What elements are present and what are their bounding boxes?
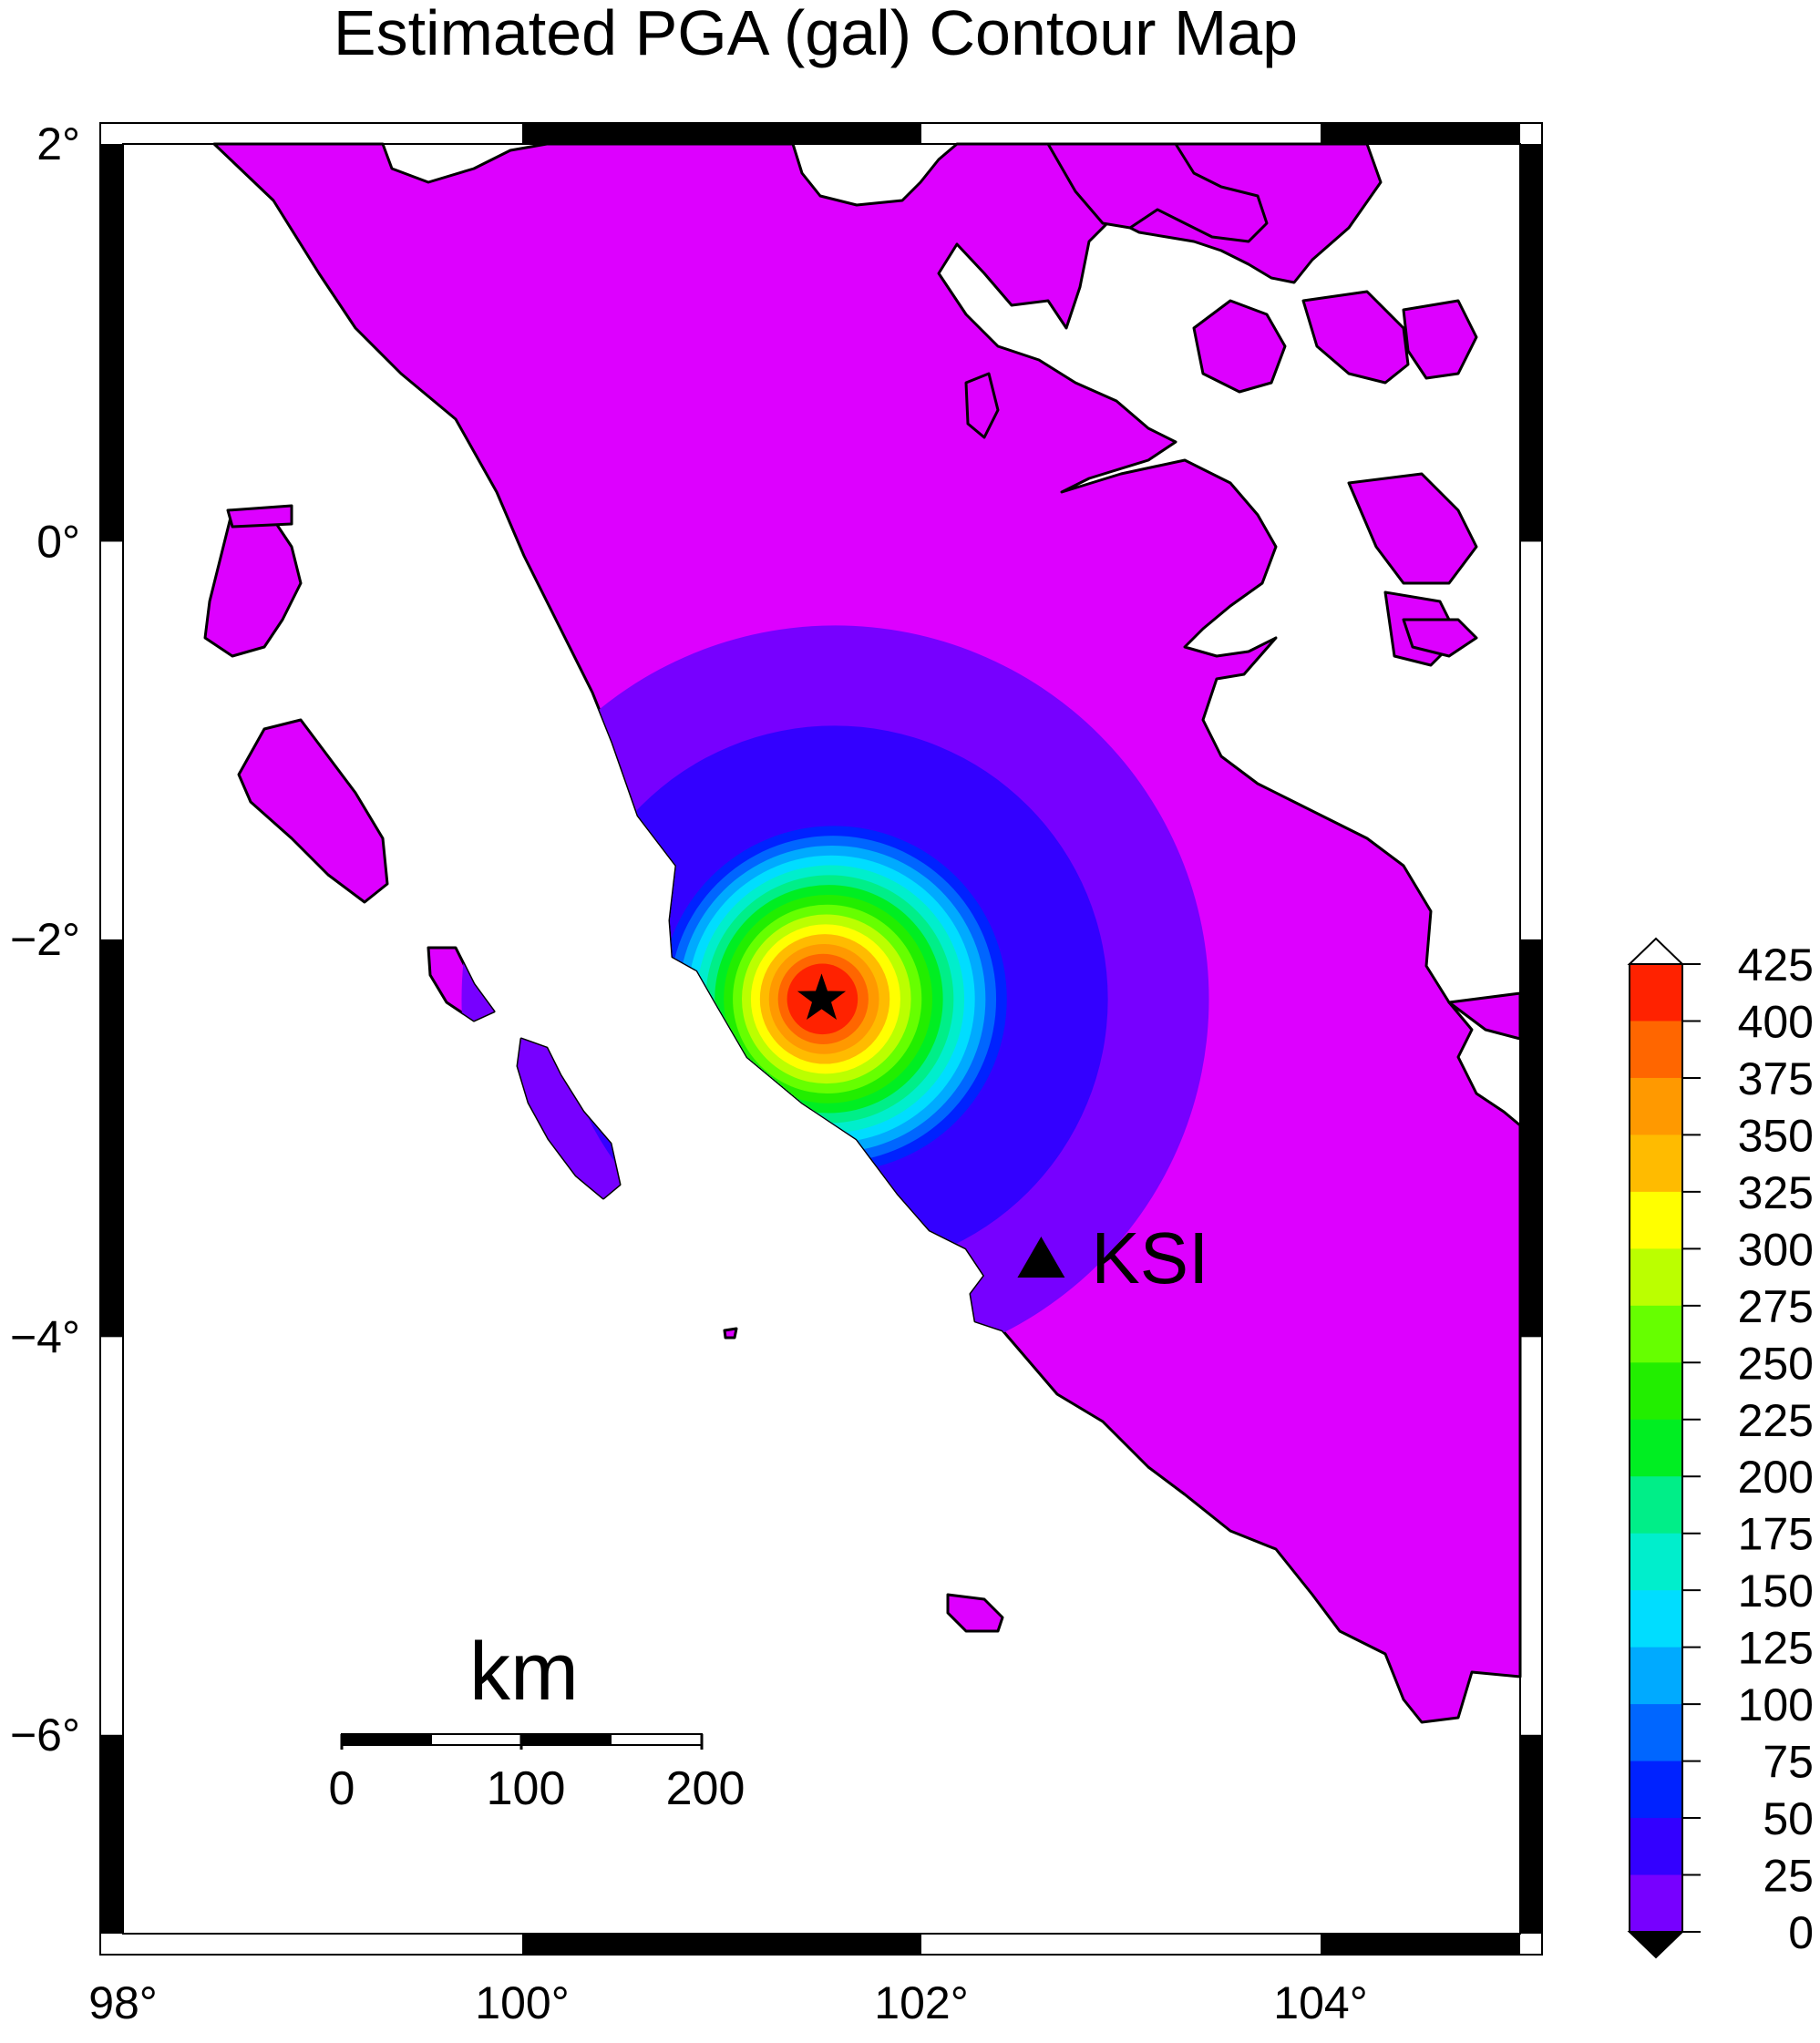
scale-bar-label-0: 0 <box>329 1762 355 1815</box>
nias-island <box>237 718 389 904</box>
colorbar-segment <box>1630 1191 1682 1249</box>
x-tick-label: 102° <box>874 1977 968 2028</box>
frame-segment-bottom <box>1321 1934 1520 1955</box>
colorbar-over-arrow-icon <box>1627 937 1685 965</box>
riau-island-1 <box>1192 299 1287 394</box>
colorbar-label: 200 <box>1738 1452 1814 1503</box>
lingga-island <box>1402 618 1478 658</box>
scale-bar-label-200: 200 <box>666 1762 745 1815</box>
riau-island-4 <box>1347 472 1478 585</box>
colorbar-label: 75 <box>1763 1737 1814 1788</box>
colorbar-label: 25 <box>1763 1851 1814 1902</box>
colorbar-label: 375 <box>1738 1053 1814 1104</box>
x-tick-label: 104° <box>1273 1977 1367 2028</box>
station-label: KSI <box>1091 1217 1208 1299</box>
frame-segment-right <box>1520 144 1542 542</box>
riau-island-2 <box>1301 290 1410 385</box>
colorbar-segment <box>1630 1305 1682 1363</box>
colorbar-label: 350 <box>1738 1110 1814 1161</box>
scale-bar-unit: km <box>469 1627 579 1718</box>
x-tick-label: 98° <box>88 1977 158 2028</box>
colorbar-label: 325 <box>1738 1167 1814 1218</box>
colorbar-segment <box>1630 1818 1682 1876</box>
colorbar-segment <box>1630 1533 1682 1591</box>
frame-segment-left <box>100 939 123 1338</box>
colorbar-label: 50 <box>1763 1793 1814 1844</box>
colorbar-label: 0 <box>1788 1907 1814 1958</box>
epicenter-star-icon <box>797 973 847 1020</box>
scale-bar: km 0 100 200 <box>329 1627 745 1815</box>
colorbar-label: 100 <box>1738 1679 1814 1730</box>
frame-segment-right <box>1520 939 1542 1338</box>
colorbar-label: 175 <box>1738 1509 1814 1560</box>
y-axis-tick-labels: 2° 0° −2° −4° −6° <box>10 118 80 1761</box>
colorbar-label: 125 <box>1738 1623 1814 1674</box>
colorbar-segment <box>1630 1134 1682 1193</box>
frame-segment-left <box>100 1734 123 1934</box>
colorbar-label: 275 <box>1738 1281 1814 1332</box>
frame-segment-top <box>1321 123 1520 144</box>
bangka-island <box>1447 991 1522 1041</box>
enggano-island <box>946 1593 1004 1633</box>
colorbar-label: 425 <box>1738 939 1814 991</box>
frame-segment-left <box>100 144 123 542</box>
colorbar-segment <box>1630 964 1682 1022</box>
colorbar-segment <box>1630 1874 1682 1933</box>
colorbar-segment <box>1630 1590 1682 1648</box>
frame-segment-right <box>1520 1734 1542 1934</box>
banyak-island <box>226 504 293 529</box>
simeulue-island <box>203 508 303 658</box>
map-title: Estimated PGA (gal) Contour Map <box>334 0 1298 68</box>
colorbar-segment <box>1630 1704 1682 1762</box>
station-ksi: KSI <box>1017 1217 1208 1299</box>
ocean-islet <box>723 1327 738 1340</box>
colorbar-label: 300 <box>1738 1224 1814 1275</box>
colorbar-segment <box>1630 1419 1682 1477</box>
colorbar-segment <box>1630 1248 1682 1307</box>
colorbar-segment <box>1630 1077 1682 1135</box>
colorbar-label: 150 <box>1738 1566 1814 1617</box>
colorbar-label: 250 <box>1738 1338 1814 1389</box>
station-triangle-icon <box>1017 1237 1065 1278</box>
y-tick-label: −2° <box>10 914 80 965</box>
y-tick-label: −6° <box>10 1709 80 1761</box>
y-tick-label: 0° <box>36 516 80 567</box>
scale-bar-label-100: 100 <box>487 1762 566 1815</box>
colorbar-segment <box>1630 1362 1682 1421</box>
colorbar-label: 400 <box>1738 996 1814 1047</box>
x-tick-label: 100° <box>475 1977 569 2028</box>
colorbar-segment <box>1630 1476 1682 1535</box>
colorbar-segment <box>1630 1761 1682 1819</box>
north-island <box>1046 142 1269 243</box>
y-tick-label: −4° <box>10 1311 80 1362</box>
colorbar-segment <box>1630 1647 1682 1705</box>
small-islet-north <box>964 372 1000 439</box>
x-axis-tick-labels: 98° 100° 102° 104° <box>88 1977 1368 2028</box>
riau-island-3 <box>1402 299 1478 380</box>
colorbar-label: 225 <box>1738 1395 1814 1446</box>
colorbar-under-arrow-icon <box>1627 1931 1685 1959</box>
frame-segment-bottom <box>522 1934 921 1955</box>
colorbar-segment <box>1630 1021 1682 1079</box>
frame-segment-top <box>522 123 921 144</box>
y-tick-label: 2° <box>36 118 80 169</box>
